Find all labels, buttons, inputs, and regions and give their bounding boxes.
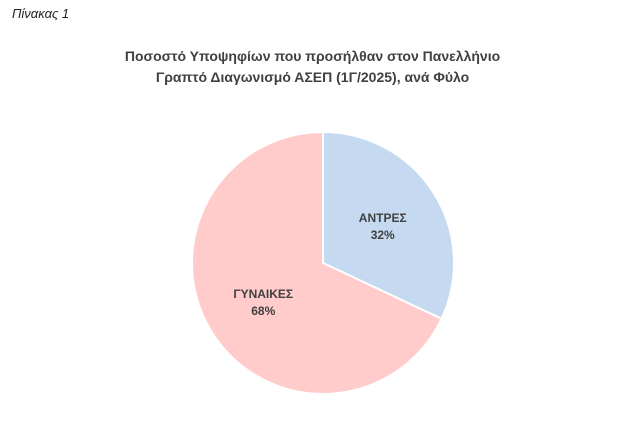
chart-title-line-2: Γραπτό Διαγωνισμό ΑΣΕΠ (1Γ/2025), ανά Φύ… xyxy=(155,69,470,85)
chart-title-line-1: Ποσοστό Υποψηφίων που προσήλθαν στον Παν… xyxy=(124,48,501,64)
pie-slice-0-value-label: 32% xyxy=(371,228,395,242)
chart-title: Ποσοστό Υποψηφίων που προσήλθαν στον Παν… xyxy=(0,46,625,88)
pie-slice-1 xyxy=(191,130,443,395)
pie-slice-0 xyxy=(322,130,455,321)
pie-slice-0-category-label: ΑΝΤΡΕΣ xyxy=(359,211,407,225)
table-caption: Πίνακας 1 xyxy=(12,6,70,21)
pie-slice-1-value-label: 68% xyxy=(251,304,275,318)
pie-slice-1-category-label: ΓΥΝΑΙΚΕΣ xyxy=(233,287,293,301)
